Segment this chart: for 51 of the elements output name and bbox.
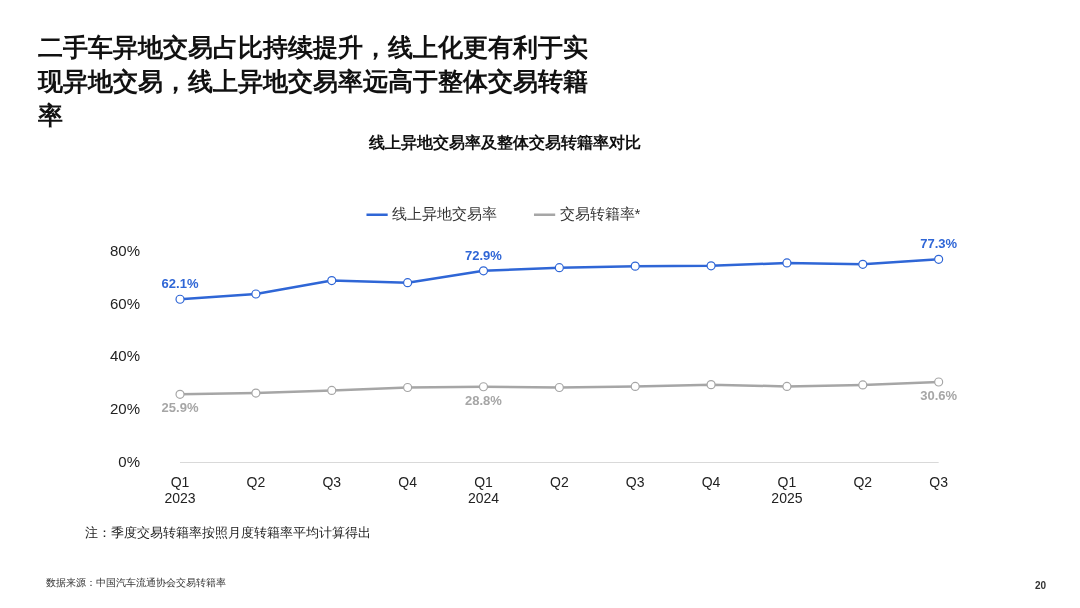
data-label: 30.6% — [920, 388, 958, 404]
x-tick-label: Q2 — [550, 473, 569, 490]
legend-label: 线上异地交易率 — [392, 204, 498, 222]
point — [175, 389, 185, 399]
x-tick-label: Q4 — [398, 473, 418, 490]
point — [630, 261, 640, 271]
point — [327, 385, 337, 396]
point — [251, 388, 261, 398]
y-tick-label: 60% — [109, 294, 141, 312]
x-tick-label: Q2 — [246, 473, 266, 490]
x-tick-label: Q3 — [322, 473, 342, 490]
point — [858, 259, 868, 269]
point — [706, 380, 716, 390]
point — [782, 381, 792, 392]
point — [403, 278, 413, 288]
source-note: 数据来源：中国汽车流通协会交易转籍率 — [46, 576, 226, 590]
x-tick-label: Q1 2025 — [771, 473, 803, 507]
data-label: 28.8% — [465, 392, 503, 408]
point — [554, 263, 564, 273]
chart-subtitle: 线上异地交易率及整体交易转籍率对比 — [368, 133, 641, 152]
x-tick-label: Q2 — [853, 473, 873, 490]
data-label: 72.9% — [465, 247, 503, 263]
y-tick-label: 40% — [109, 347, 141, 365]
x-tick-label: Q4 — [701, 473, 721, 490]
legend-label: 交易转籍率* — [559, 204, 641, 222]
point — [706, 261, 716, 271]
x-tick-label: Q1 2024 — [467, 473, 500, 507]
x-tick-label: Q1 2023 — [164, 473, 196, 507]
point — [251, 289, 261, 299]
y-tick-label: 80% — [109, 242, 141, 260]
chart-title: 二手车异地交易占比持续提升，线上化更有利于实现异地交易，线上异地交易率远高于整体交易转籍率 — [38, 32, 589, 131]
point — [858, 380, 868, 390]
point — [782, 258, 792, 268]
text: 注：季度交易转籍率按照月度转籍率平均计算得出 — [85, 524, 371, 542]
point — [478, 382, 489, 392]
point — [478, 266, 489, 276]
data-label: 25.9% — [161, 400, 199, 416]
text: 20 — [1034, 580, 1046, 591]
point — [934, 377, 944, 387]
x-tick-label: Q3 — [625, 473, 645, 490]
point — [175, 294, 185, 304]
data-label: 62.1% — [161, 276, 199, 292]
point — [327, 275, 337, 286]
data-label: 77.3% — [920, 236, 958, 252]
y-tick-label: 20% — [109, 399, 141, 417]
point — [403, 382, 413, 393]
point — [630, 381, 640, 392]
point — [934, 254, 944, 264]
point — [554, 382, 564, 393]
y-tick-label: 0% — [118, 452, 141, 470]
x-tick-label: Q3 — [929, 473, 949, 490]
